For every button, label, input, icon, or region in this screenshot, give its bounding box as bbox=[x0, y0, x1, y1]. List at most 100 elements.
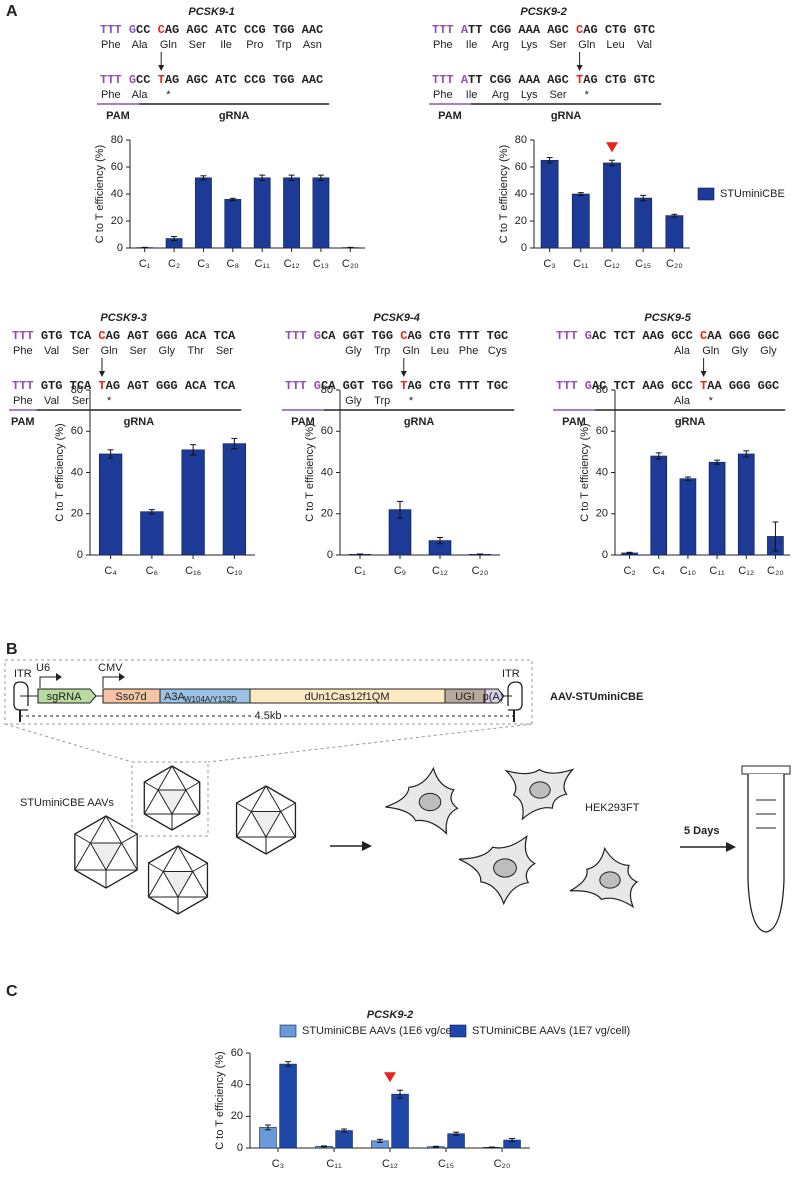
y-tick-label: 40 bbox=[231, 1079, 243, 1091]
x-tick-label: C₃ bbox=[272, 1158, 284, 1170]
sequence-segment: T bbox=[700, 379, 707, 393]
amino-acid: Gly bbox=[345, 345, 362, 357]
amino-acid: Pro bbox=[246, 39, 263, 51]
promoter-label: U6 bbox=[36, 662, 50, 674]
amino-acid: Ala bbox=[132, 89, 149, 101]
x-tick-label: C₁₂ bbox=[284, 258, 300, 270]
y-tick-label: 20 bbox=[321, 508, 333, 520]
error-bar bbox=[141, 246, 148, 249]
error-bar bbox=[259, 174, 266, 181]
x-tick-label: C₁₁ bbox=[709, 565, 725, 577]
error-bar bbox=[288, 174, 295, 181]
y-tick-label: 40 bbox=[321, 466, 333, 478]
promoter-arrow bbox=[39, 676, 56, 688]
amino-acid: * bbox=[107, 395, 112, 407]
error-bar bbox=[317, 174, 324, 181]
x-tick-label: C₃ bbox=[197, 258, 209, 270]
tube-cap bbox=[741, 765, 791, 775]
nucleus bbox=[599, 871, 621, 889]
sequence-title: PCSK9-1 bbox=[188, 6, 234, 18]
x-tick-label: C₁₉ bbox=[226, 565, 242, 577]
sequence-segment: TTT bbox=[432, 73, 461, 87]
y-axis-label: C to T efficiency (%) bbox=[498, 145, 510, 243]
sequence-segment: TTT bbox=[100, 23, 129, 37]
amino-acid: Ser bbox=[549, 39, 566, 51]
capsid-edge bbox=[192, 871, 208, 898]
x-tick-label: C₁₂ bbox=[738, 565, 754, 577]
amino-acid: Ile bbox=[466, 89, 478, 101]
sequence: TTT GTG TCA CAG AGT GGG ACA TCA bbox=[12, 329, 236, 343]
y-axis-label: C to T efficiency (%) bbox=[304, 423, 316, 521]
y-tick-label: 80 bbox=[596, 384, 608, 396]
capsid-edge bbox=[280, 802, 296, 812]
bar bbox=[737, 453, 755, 556]
y-tick-label: 0 bbox=[602, 549, 608, 561]
size-label: 4.5kb bbox=[255, 710, 282, 722]
x-tick-label: C₁₂ bbox=[382, 1158, 398, 1170]
x-tick-label: C₂₀ bbox=[666, 258, 683, 270]
y-tick-label: 80 bbox=[111, 134, 123, 146]
bar bbox=[181, 449, 205, 556]
sequence-segment: G bbox=[129, 23, 136, 37]
element-label: p(A) bbox=[483, 691, 504, 703]
bar bbox=[222, 443, 247, 556]
arrowhead bbox=[56, 673, 62, 681]
error-bar bbox=[626, 551, 633, 555]
x-tick-label: C₂₀ bbox=[767, 565, 784, 577]
amino-acid: Asn bbox=[303, 39, 322, 51]
bar bbox=[140, 511, 164, 556]
amino-acid: Leu bbox=[606, 39, 624, 51]
marker-triangle bbox=[606, 142, 618, 153]
grna-label: gRNA bbox=[404, 416, 435, 428]
construct-name: AAV-STUminiCBE bbox=[550, 691, 643, 703]
element-label: A3A bbox=[164, 691, 185, 703]
y-tick-label: 0 bbox=[77, 549, 83, 561]
sequence-segment: C bbox=[158, 23, 165, 37]
sequence-segment: AG AGT GGG ACA TCA bbox=[106, 329, 236, 343]
time-label: 5 Days bbox=[684, 825, 719, 837]
x-tick-label: C₁₁ bbox=[255, 258, 271, 270]
bar bbox=[665, 215, 684, 249]
capsid-edge bbox=[192, 862, 208, 872]
sequence-segment: TTT bbox=[12, 379, 41, 393]
y-tick-label: 0 bbox=[521, 242, 527, 254]
y-tick-label: 80 bbox=[515, 134, 527, 146]
x-tick-label: C₁₁ bbox=[573, 258, 589, 270]
bar bbox=[571, 193, 590, 249]
amino-acid: Ser bbox=[216, 345, 233, 357]
amino-acid: Val bbox=[44, 395, 59, 407]
error-bar bbox=[397, 1089, 404, 1099]
sequence: TTT GCC TAG AGC ATC CCG TGG AAC bbox=[100, 73, 323, 87]
capsid-edge bbox=[236, 811, 252, 838]
x-tick-label: C₂₀ bbox=[494, 1158, 511, 1170]
amino-acid: Lys bbox=[521, 89, 538, 101]
error-bar bbox=[546, 157, 553, 164]
y-tick-label: 60 bbox=[71, 425, 83, 437]
sequence-segment: CA GGT TGG bbox=[321, 329, 400, 343]
bar bbox=[634, 197, 653, 249]
amino-acid: Ser bbox=[72, 345, 89, 357]
amino-acid: Lys bbox=[521, 39, 538, 51]
legend-swatch bbox=[697, 187, 715, 201]
x-tick-label: C₄ bbox=[653, 565, 666, 577]
sequence-segment: TT CGG AAA AGC bbox=[468, 23, 576, 37]
capsid-edge bbox=[236, 802, 252, 812]
error-bar bbox=[200, 175, 207, 181]
capsid-face bbox=[89, 842, 123, 872]
capsid-edge bbox=[162, 845, 179, 872]
error-bar bbox=[488, 1146, 495, 1149]
bar bbox=[603, 162, 621, 249]
pam-label: PAM bbox=[106, 110, 130, 122]
x-tick-label: C₁₅ bbox=[635, 258, 651, 270]
y-tick-label: 20 bbox=[515, 215, 527, 227]
amino-acid: Leu bbox=[431, 345, 449, 357]
amino-acid: Phe bbox=[101, 89, 121, 101]
sequence-segment: TTT G bbox=[556, 379, 592, 393]
y-tick-label: 40 bbox=[596, 466, 608, 478]
amino-acid: Ser bbox=[129, 345, 146, 357]
legend-label: STUminiCBE AAVs (1E7 vg/cell) bbox=[472, 1025, 630, 1037]
x-tick-label: C₂₀ bbox=[342, 258, 359, 270]
amino-acid: Trp bbox=[374, 395, 390, 407]
amino-acid: Arg bbox=[492, 39, 509, 51]
y-tick-label: 80 bbox=[321, 384, 333, 396]
